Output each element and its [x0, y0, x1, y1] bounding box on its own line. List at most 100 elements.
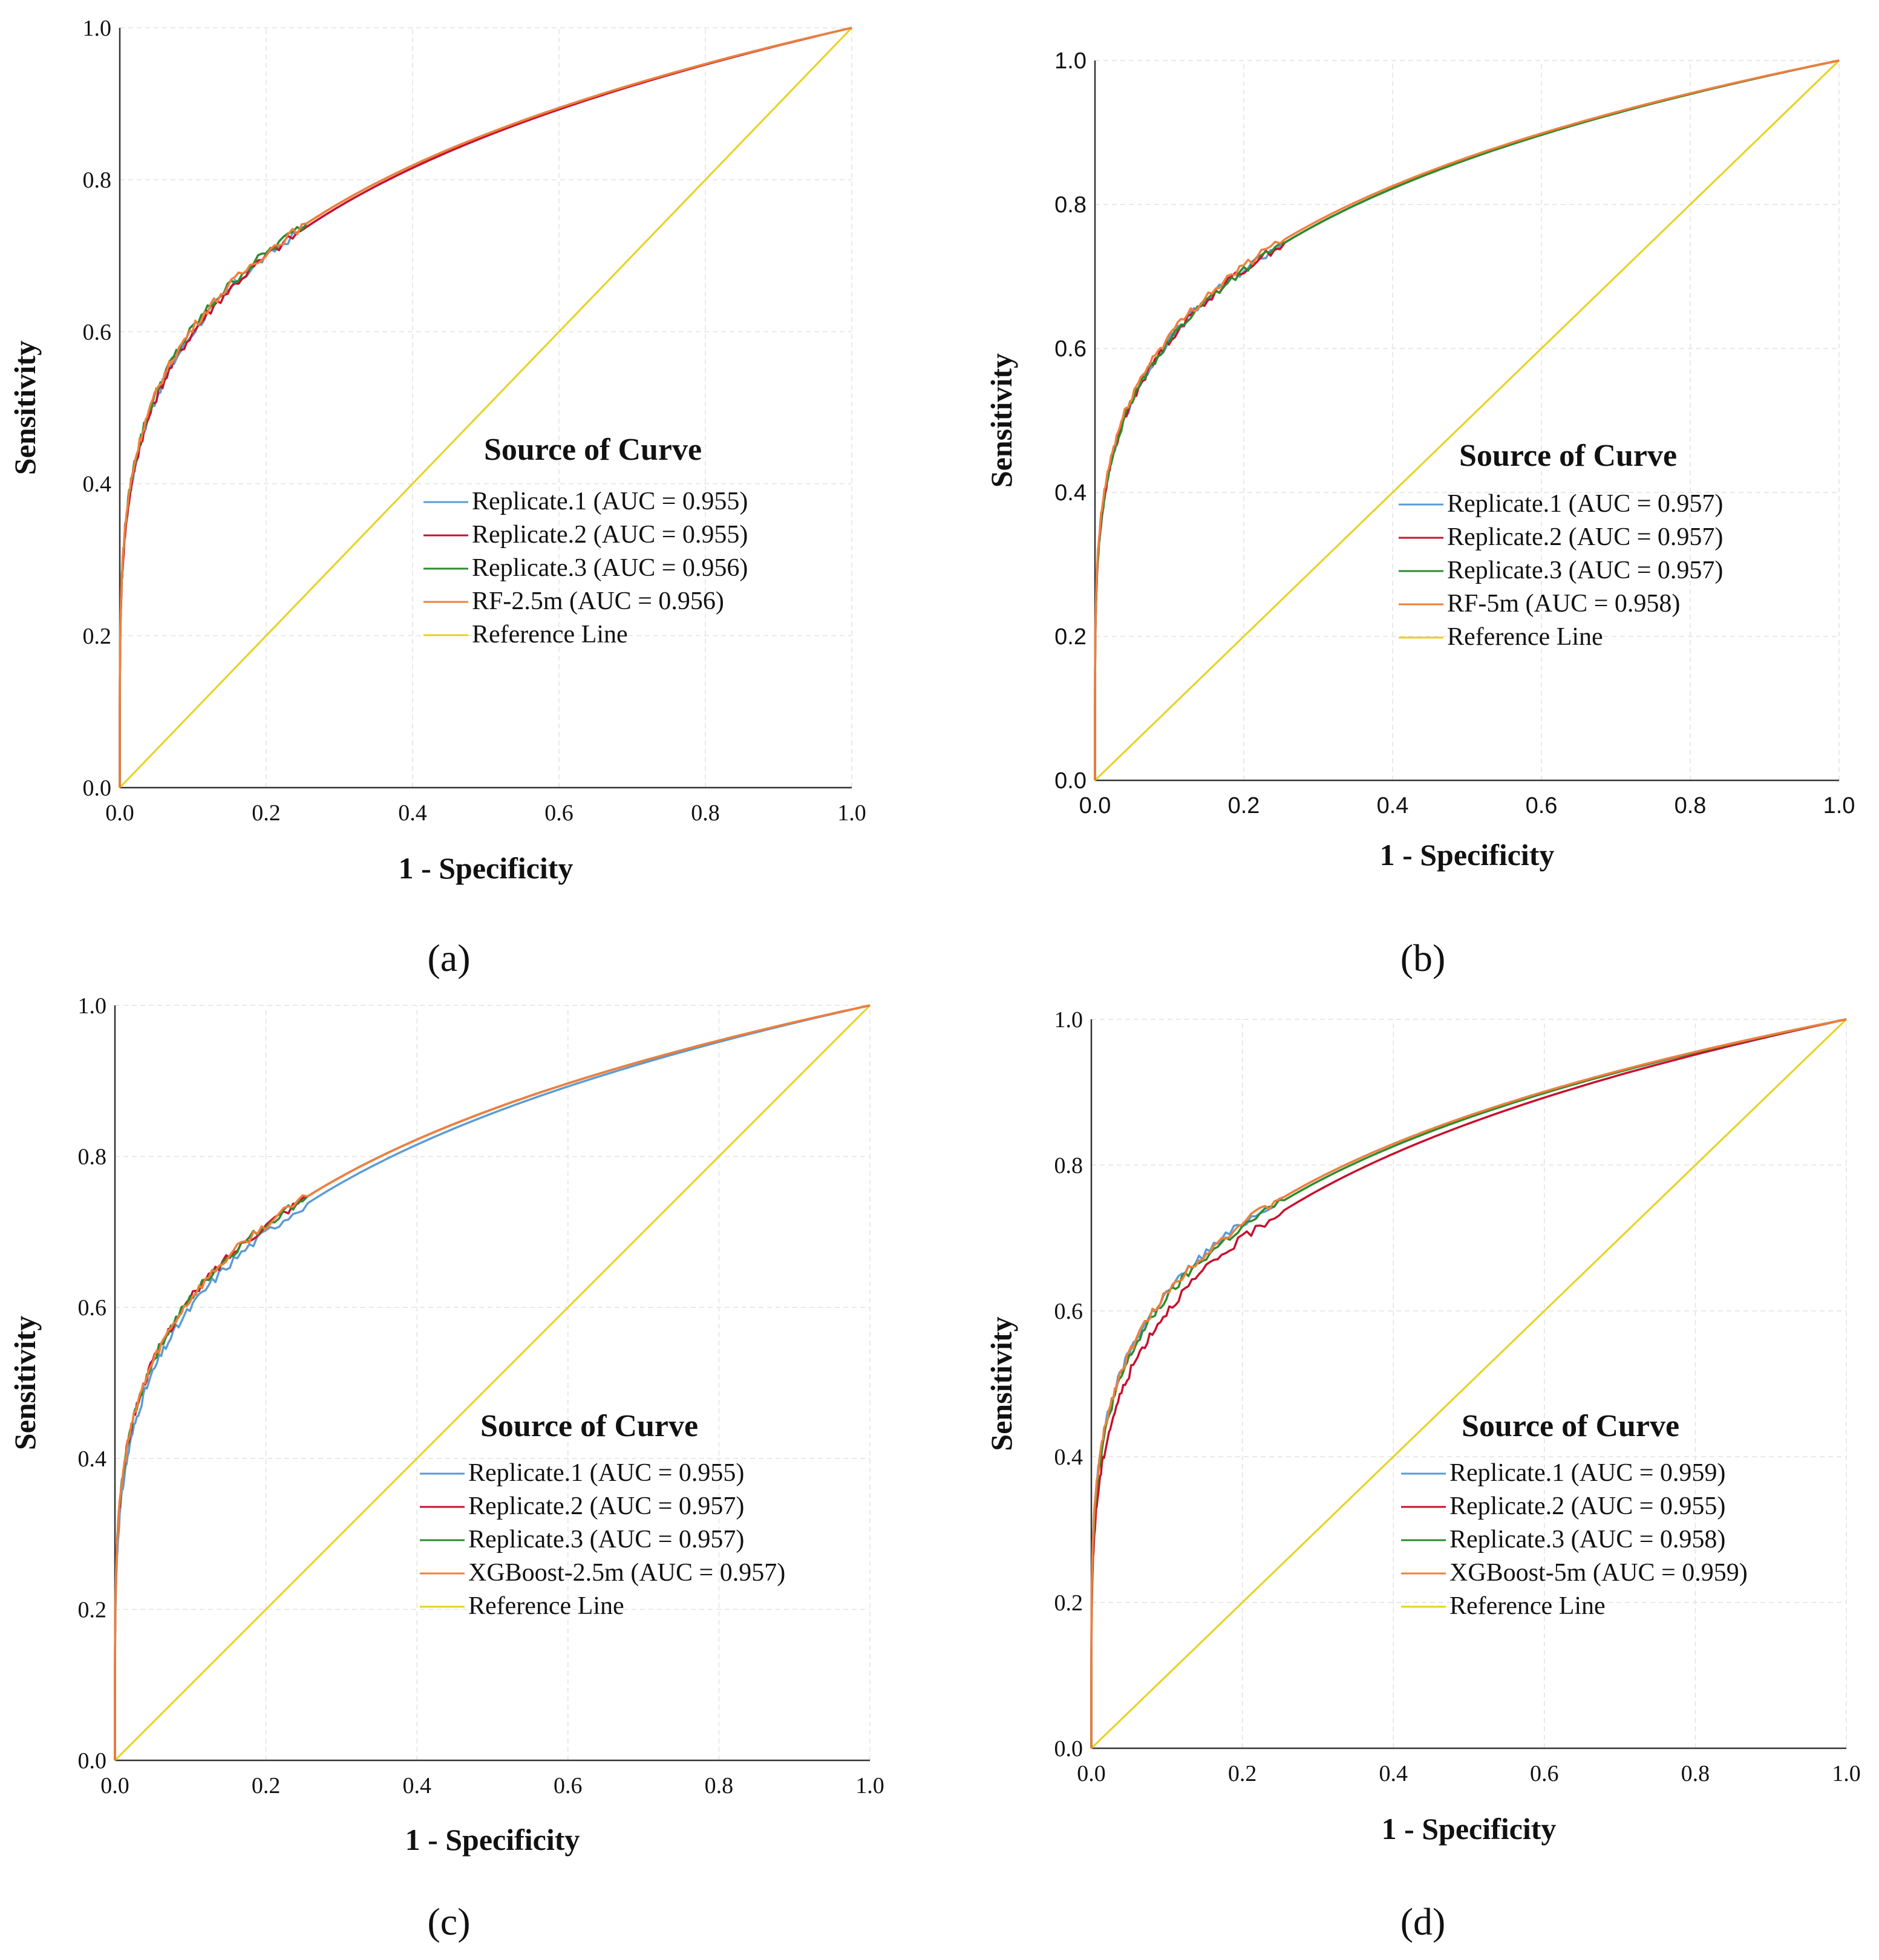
legend-entry: Replicate.3 (AUC = 0.958): [1449, 1526, 1725, 1553]
reference-line: [1094, 59, 1840, 782]
x-tick-label: 0.8: [691, 800, 720, 826]
legend-entry: Replicate.2 (AUC = 0.955): [472, 521, 748, 549]
y-tick-label: 0.2: [83, 624, 112, 649]
legend-entry: Replicate.2 (AUC = 0.957): [1447, 523, 1723, 551]
legend-entry: Replicate.2 (AUC = 0.955): [1449, 1492, 1725, 1520]
x-tick-label: 0.6: [1530, 1761, 1559, 1786]
legend-entry: XGBoost-2.5m (AUC = 0.957): [468, 1559, 785, 1587]
legend: Source of Curve Replicate.1 (AUC = 0.955)…: [420, 1409, 785, 1620]
y-tick-label: 1.0: [78, 993, 107, 1019]
x-tick-label: 0.0: [105, 800, 134, 826]
x-tick-label: 1.0: [837, 800, 866, 826]
roc-panel-c: 0.0 0.2 0.4 0.6 0.8 1.0 0.0 0.2 0.4 0.6 0.8 1.0 1 - …: [8, 993, 884, 1943]
y-tick-label: 0.6: [1054, 1299, 1083, 1324]
y-tick-label: 1.0: [1054, 1007, 1083, 1033]
y-axis-title: Sensitivity: [984, 353, 1018, 488]
x-tick-label: 0.0: [1077, 1761, 1106, 1786]
legend-title: Source of Curve: [1462, 1409, 1679, 1443]
roc-panel-d: 0.0 0.2 0.4 0.6 0.8 1.0 0.0 0.2 0.4 0.6 0.8 1.0 1 - …: [984, 1007, 1861, 1943]
y-tick-label: 0.0: [83, 776, 112, 801]
legend-title: Source of Curve: [484, 433, 702, 467]
y-tick-label: 0.4: [83, 472, 112, 497]
roc-curve-replicate-2: [1090, 1018, 1847, 1748]
reference-line: [114, 1004, 871, 1762]
reference-line: [119, 27, 853, 789]
x-tick-label: 0.2: [252, 1773, 281, 1798]
legend-title: Source of Curve: [1459, 439, 1677, 473]
x-tick-label: 0.4: [1377, 793, 1409, 818]
y-tick-label: 0.4: [1054, 480, 1087, 506]
y-tick-label: 0.2: [78, 1597, 107, 1622]
x-axis-title: 1 - Specificity: [405, 1823, 580, 1857]
x-axis-title: 1 - Specificity: [1382, 1812, 1557, 1846]
legend-entry: Reference Line: [468, 1592, 624, 1620]
y-tick-label: 0.8: [83, 168, 112, 193]
legend: Source of Curve Replicate.1 (AUC = 0.959)…: [1401, 1409, 1748, 1620]
legend-entry: Replicate.3 (AUC = 0.957): [468, 1526, 744, 1553]
legend-entry: Replicate.3 (AUC = 0.957): [1447, 557, 1723, 584]
roc-curve-xgboost-2-5m: [114, 1004, 871, 1760]
y-tick-label: 0.2: [1054, 1590, 1083, 1616]
panel-label: (a): [427, 936, 470, 979]
legend-entry: Replicate.1 (AUC = 0.955): [468, 1459, 744, 1487]
y-tick-label: 0.8: [1054, 1153, 1083, 1178]
legend-entry: Replicate.3 (AUC = 0.956): [472, 554, 748, 582]
x-tick-label: 1.0: [855, 1773, 884, 1798]
y-tick-label: 0.8: [78, 1145, 107, 1170]
x-tick-label: 0.2: [1228, 1761, 1257, 1786]
x-tick-label: 0.8: [1681, 1761, 1710, 1786]
y-tick-label: 0.8: [1054, 192, 1087, 218]
y-tick-label: 0.6: [78, 1295, 107, 1321]
panel-label: (c): [427, 1900, 470, 1943]
legend-entry: XGBoost-5m (AUC = 0.959): [1449, 1559, 1748, 1587]
legend-title: Source of Curve: [480, 1409, 698, 1443]
legend: Source of Curve Replicate.1 (AUC = 0.957)…: [1399, 439, 1723, 651]
y-tick-label: 1.0: [1054, 48, 1087, 74]
legend-entry: Reference Line: [1449, 1592, 1606, 1620]
x-tick-label: 0.6: [554, 1773, 583, 1798]
y-tick-label: 0.0: [78, 1748, 107, 1774]
x-axis-title: 1 - Specificity: [399, 851, 574, 885]
x-tick-label: 0.0: [100, 1773, 129, 1798]
legend-entry: RF-2.5m (AUC = 0.956): [472, 587, 724, 615]
panel-label: (b): [1400, 936, 1446, 979]
x-tick-label: 0.8: [705, 1773, 734, 1798]
legend: Source of Curve Replicate.1 (AUC = 0.955)…: [423, 433, 748, 648]
roc-panel-a: 0.0 0.2 0.4 0.6 0.8 1.0 0.0 0.2 0.4 0.6 0.8 1.0 1 - …: [8, 16, 866, 979]
roc-curve-replicate-1: [114, 1004, 871, 1760]
y-tick-label: 1.0: [83, 16, 112, 41]
x-tick-label: 0.4: [1379, 1761, 1408, 1786]
x-tick-label: 0.4: [402, 1773, 431, 1798]
panel-label: (d): [1400, 1900, 1446, 1943]
roc-curve-xgboost-5m: [1090, 1018, 1847, 1748]
y-tick-label: 0.0: [1054, 768, 1087, 794]
legend-entry: Replicate.2 (AUC = 0.957): [468, 1492, 744, 1520]
legend-entry: Replicate.1 (AUC = 0.959): [1449, 1459, 1725, 1487]
x-tick-label: 0.6: [1526, 793, 1558, 818]
x-tick-label: 0.2: [252, 800, 281, 826]
y-axis-title: Sensitivity: [8, 1316, 42, 1450]
legend-entry: Reference Line: [1447, 623, 1603, 651]
y-tick-label: 0.4: [78, 1446, 107, 1472]
x-tick-label: 0.6: [544, 800, 574, 826]
x-axis-title: 1 - Specificity: [1380, 838, 1555, 872]
reference-line: [1090, 1018, 1848, 1749]
y-tick-label: 0.0: [1054, 1736, 1083, 1762]
roc-panel-b: 0.0 0.2 0.4 0.6 0.8 1.0 0.0 0.2 0.4 0.6 0.8 1.0 1 - …: [984, 48, 1855, 979]
legend-entry: Reference Line: [472, 621, 628, 648]
y-tick-label: 0.6: [83, 319, 112, 345]
x-tick-label: 0.8: [1675, 793, 1707, 818]
legend-entry: Replicate.1 (AUC = 0.957): [1447, 490, 1723, 518]
x-tick-label: 1.0: [1823, 793, 1855, 818]
x-tick-label: 0.4: [398, 800, 427, 826]
roc-curve-rf-5m: [1094, 59, 1840, 780]
x-tick-label: 0.2: [1228, 793, 1260, 818]
y-tick-label: 0.6: [1054, 336, 1087, 362]
x-tick-label: 0.0: [1079, 793, 1111, 818]
legend-entry: Replicate.1 (AUC = 0.955): [472, 488, 748, 515]
x-tick-label: 1.0: [1832, 1761, 1861, 1786]
y-axis-title: Sensitivity: [984, 1316, 1018, 1451]
y-tick-label: 0.4: [1054, 1445, 1083, 1470]
roc-curve-rf-2-5m: [119, 27, 852, 788]
